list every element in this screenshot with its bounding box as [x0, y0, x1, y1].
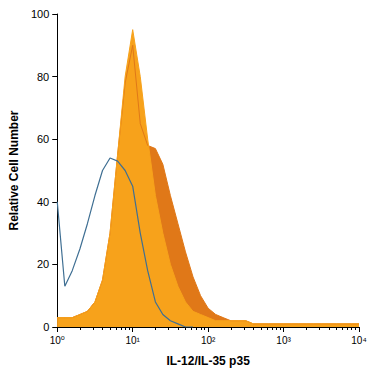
svg-text:20: 20 [37, 258, 49, 270]
svg-text:Relative Cell Number: Relative Cell Number [7, 110, 21, 230]
svg-text:10³: 10³ [276, 335, 291, 346]
svg-text:80: 80 [37, 71, 49, 83]
svg-text:10⁴: 10⁴ [351, 335, 366, 346]
svg-text:IL-12/IL-35 p35: IL-12/IL-35 p35 [166, 354, 250, 368]
svg-text:40: 40 [37, 196, 49, 208]
svg-text:100: 100 [31, 8, 49, 20]
svg-text:10²: 10² [201, 335, 216, 346]
svg-text:60: 60 [37, 133, 49, 145]
svg-text:10¹: 10¹ [125, 335, 140, 346]
svg-text:10⁰: 10⁰ [50, 335, 65, 346]
svg-text:0: 0 [43, 321, 49, 333]
